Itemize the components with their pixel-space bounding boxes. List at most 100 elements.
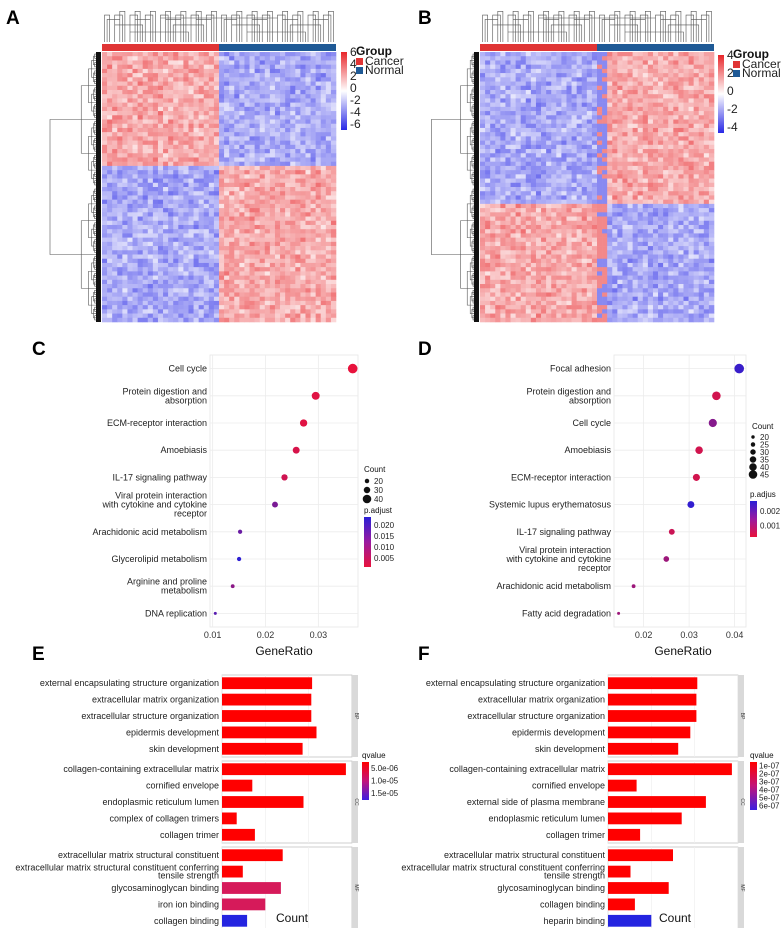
heatmap-cell — [300, 241, 306, 247]
heatmap-cell — [203, 233, 210, 238]
heatmap-cell — [224, 77, 230, 82]
heatmap-cell — [607, 199, 613, 205]
heatmap-cell — [708, 208, 715, 213]
heatmap-cell — [480, 229, 486, 234]
heatmap-cell — [290, 68, 296, 74]
heatmap-cell — [607, 140, 613, 146]
heatmap-cell — [485, 119, 491, 125]
heatmap-cell — [203, 115, 210, 120]
heatmap-cell — [269, 111, 276, 116]
heatmap-cell — [295, 292, 301, 297]
heatmap-cell — [254, 267, 260, 272]
heatmap-cell — [208, 258, 215, 264]
heatmap-cell — [576, 182, 583, 188]
heatmap-cell — [490, 115, 496, 120]
heatmap-cell — [244, 115, 250, 120]
heatmap-cell — [500, 111, 506, 116]
heatmap-cell — [122, 68, 128, 74]
heatmap-cell — [168, 305, 174, 310]
heatmap-cell — [505, 127, 511, 133]
heatmap-cell — [495, 233, 501, 238]
heatmap-cell — [647, 153, 654, 158]
heatmap-cell — [219, 56, 225, 61]
heatmap-cell — [310, 237, 316, 243]
heatmap-cell — [142, 115, 149, 120]
heatmap-cell — [193, 157, 199, 162]
heatmap-cell — [485, 220, 491, 226]
heatmap-cell — [274, 224, 281, 230]
heatmap-cell — [668, 68, 674, 74]
heatmap-cell — [325, 317, 332, 323]
heatmap-cell — [708, 216, 715, 222]
heatmap-cell — [137, 267, 143, 272]
heatmap-cell — [320, 309, 327, 314]
heatmap-cell — [581, 102, 588, 108]
heatmap-cell — [280, 262, 286, 268]
heatmap-cell — [541, 157, 547, 162]
heatmap-cell — [673, 195, 679, 200]
heatmap-cell — [647, 174, 654, 179]
heatmap-cell — [173, 229, 179, 234]
heatmap-cell — [300, 85, 306, 91]
heatmap-cell — [520, 199, 527, 205]
heatmap-cell — [652, 115, 659, 120]
heatmap-cell — [315, 262, 322, 268]
heatmap-cell — [495, 89, 501, 95]
heatmap-cell — [208, 94, 215, 99]
heatmap-cell — [551, 132, 557, 137]
heatmap-cell — [173, 271, 179, 276]
heatmap-cell — [239, 68, 245, 74]
heatmap-cell — [586, 153, 593, 158]
heatmap-cell — [546, 153, 552, 158]
heatmap-cell — [259, 111, 266, 116]
heatmap-cell — [330, 73, 337, 78]
heatmap-cell — [546, 178, 552, 184]
heatmap-cell — [213, 220, 220, 226]
heatmap-cell — [229, 64, 235, 70]
heatmap-cell — [244, 288, 250, 293]
heatmap-cell — [280, 127, 286, 133]
heatmap-cell — [229, 309, 235, 314]
heatmap-cell — [290, 241, 296, 247]
heatmap-cell — [290, 267, 296, 272]
heatmap-cell — [224, 195, 230, 200]
heatmap-cell — [500, 170, 506, 175]
heatmap-cell — [127, 157, 133, 162]
heatmap-cell — [515, 111, 521, 116]
heatmap-cell — [259, 300, 266, 306]
heatmap-cell — [556, 212, 562, 217]
heatmap-cell — [678, 94, 684, 99]
heatmap-cell — [642, 136, 649, 141]
heatmap-cell — [234, 199, 240, 205]
heatmap-cell — [269, 149, 276, 154]
heatmap-cell — [320, 170, 327, 175]
heatmap-cell — [708, 203, 715, 209]
heatmap-cell — [688, 224, 694, 230]
heatmap-cell — [280, 111, 286, 116]
heatmap-cell — [249, 317, 255, 323]
heatmap-cell — [576, 203, 583, 209]
heatmap-cell — [178, 149, 184, 154]
heatmap-cell — [244, 262, 250, 268]
heatmap-cell — [668, 170, 674, 175]
heatmap-cell — [178, 111, 184, 116]
heatmap-cell — [295, 262, 301, 268]
heatmap-cell — [147, 106, 154, 112]
heatmap-cell — [607, 182, 613, 188]
row-dendrogram-branches — [49, 53, 100, 321]
heatmap-cell — [637, 191, 644, 196]
heatmap-cell — [224, 317, 230, 323]
heatmap-cell — [576, 64, 583, 70]
heatmap-cell — [602, 85, 608, 91]
heatmap-cell — [208, 119, 215, 125]
heatmap-cell — [617, 106, 623, 112]
heatmap-cell — [249, 136, 255, 141]
heatmap-cell — [239, 284, 245, 289]
heatmap-cell — [157, 102, 164, 108]
heatmap-cell — [117, 132, 123, 137]
heatmap-cell — [310, 300, 316, 306]
heatmap-cell — [168, 208, 174, 213]
heatmap-cell — [535, 73, 542, 78]
heatmap-cell — [485, 52, 491, 57]
heatmap-cell — [652, 220, 659, 226]
